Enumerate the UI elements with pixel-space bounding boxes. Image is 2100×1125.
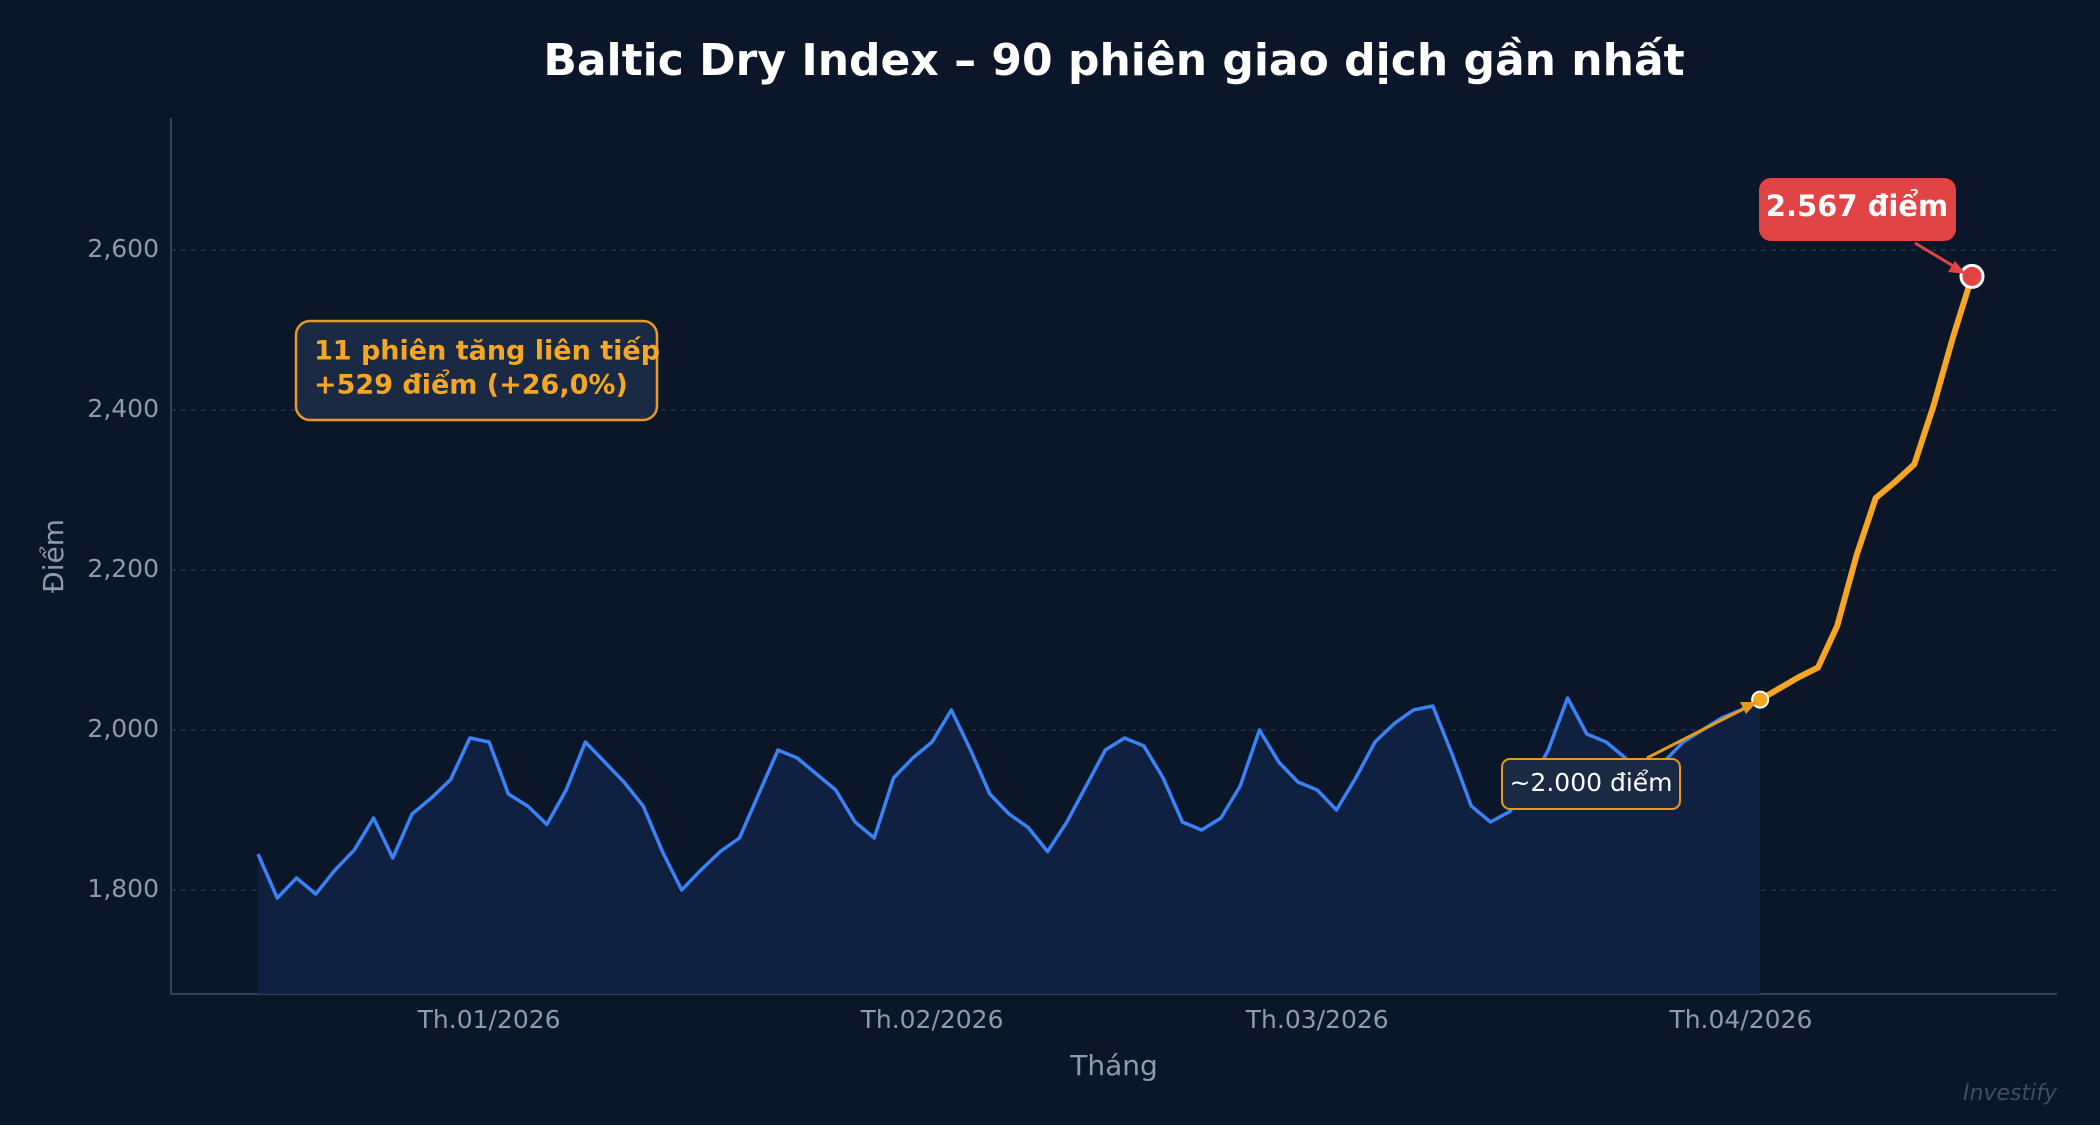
chart-title: Baltic Dry Index – 90 phiên giao dịch gầ…	[543, 35, 1684, 86]
y-tick-label: 2,600	[87, 234, 159, 263]
arrow-head	[1740, 702, 1757, 714]
streak-line: 11 phiên tăng liên tiếp	[314, 336, 660, 367]
y-tick-label: 2,200	[87, 554, 159, 583]
base-arrow	[1646, 700, 1758, 760]
x-tick-label: Th.01/2026	[417, 1005, 561, 1034]
line	[256, 696, 1761, 900]
base-label: ~2.000 điểm	[1509, 768, 1672, 797]
start-marker	[1751, 690, 1770, 709]
arrow-head	[1948, 261, 1966, 274]
plot-area: 1,800 2,000 2,200 2,400 2,600 Th.01/2026 Th.02…	[87, 118, 2057, 1034]
annotations: 11 phiên tăng liên tiếp +529 điểm (+26,0…	[294, 178, 1966, 810]
x-tick-label: Th.02/2026	[860, 1005, 1004, 1034]
x-tick-label: Th.03/2026	[1245, 1005, 1389, 1034]
streak-box	[294, 319, 659, 422]
x-axis-label: Tháng	[1069, 1049, 1158, 1082]
line	[1758, 275, 1975, 703]
area	[258, 698, 1761, 994]
watermark: Investify	[1963, 1081, 2058, 1106]
y-axis-label: Điểm	[37, 519, 70, 593]
peak-label: 2.567 điểm	[1766, 189, 1948, 223]
x-tick-label: Th.04/2026	[1668, 1005, 1812, 1034]
y-tick-label: 2,000	[87, 714, 159, 743]
y-tick-label: 2,400	[87, 394, 159, 423]
peak-box	[1759, 178, 1956, 241]
streak-line: +529 điểm (+26,0%)	[314, 368, 628, 401]
base-box	[1501, 758, 1681, 810]
peak-marker	[1959, 263, 1985, 289]
y-tick-label: 1,800	[87, 874, 159, 903]
